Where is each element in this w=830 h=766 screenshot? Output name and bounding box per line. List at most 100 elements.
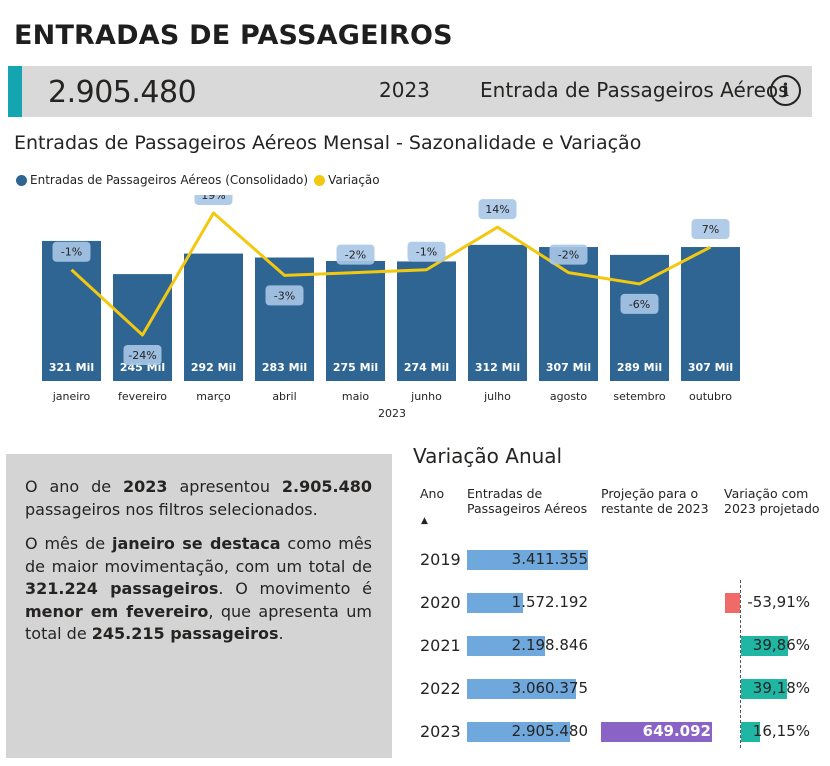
kpi-label: Entrada de Passageiros Aéreos <box>480 78 789 102</box>
svg-text:19%: 19% <box>201 195 225 202</box>
bar-agosto[interactable] <box>539 247 598 381</box>
variation-value-2022: 39,18% <box>752 679 810 697</box>
summary-text-box: O ano de 2023 apresentou 2.905.480 passa… <box>6 454 392 758</box>
header-year[interactable]: Ano <box>420 486 445 501</box>
header-variation[interactable]: Variação com 2023 projetado <box>724 486 820 516</box>
row-year-2020: 2020 <box>420 593 461 612</box>
entries-value-2019: 3.411.355 <box>511 550 588 568</box>
projection-bar-2023[interactable] <box>601 722 712 742</box>
legend-dot-entries <box>16 174 27 186</box>
variation-label-julho: 14% <box>478 199 517 220</box>
variation-label-fevereiro: -24% <box>123 345 162 365</box>
svg-text:-1%: -1% <box>416 246 437 259</box>
kpi-card: 2.905.480 2023 Entrada de Passageiros Aé… <box>8 66 812 117</box>
x-tick-fevereiro: fevereiro <box>118 390 167 403</box>
bar-julho[interactable] <box>468 244 527 381</box>
svg-text:14%: 14% <box>485 203 509 216</box>
summary-paragraph-1: O ano de 2023 apresentou 2.905.480 passa… <box>25 477 372 519</box>
bar-label-agosto: 307 Mil <box>546 361 591 374</box>
svg-text:-24%: -24% <box>128 349 156 362</box>
bar-label-julho: 312 Mil <box>475 361 520 374</box>
variation-label-abril: -3% <box>265 285 304 306</box>
variation-label-março: 19% <box>194 195 233 205</box>
bar-label-maio: 275 Mil <box>333 361 378 374</box>
entries-value-2023: 2.905.480 <box>511 722 588 740</box>
entries-bar-2023[interactable] <box>467 722 571 742</box>
entries-bar-2020[interactable] <box>467 593 523 613</box>
variation-line[interactable] <box>70 211 712 337</box>
legend-item-variation[interactable]: Variação <box>314 173 380 187</box>
header-projection[interactable]: Projeção para o restante de 2023 <box>601 486 709 516</box>
bar-janeiro[interactable] <box>42 240 101 381</box>
x-tick-agosto: agosto <box>550 390 587 403</box>
legend-item-entries[interactable]: Entradas de Passageiros Aéreos (Consolid… <box>16 173 308 187</box>
variation-bar-2021[interactable] <box>741 636 788 656</box>
bar-outubro[interactable] <box>681 247 740 381</box>
info-icon[interactable]: i <box>770 75 801 106</box>
entries-bar-2019[interactable] <box>467 550 588 570</box>
legend-label-variation: Variação <box>328 173 380 187</box>
kpi-total-value: 2.905.480 <box>48 75 197 110</box>
legend-label-entries: Entradas de Passageiros Aéreos (Consolid… <box>30 173 309 187</box>
variation-axis <box>740 580 741 748</box>
header-entries[interactable]: Entradas de Passageiros Aéreos <box>467 486 588 516</box>
variation-value-2020: -53,91% <box>747 593 810 611</box>
chart-title: Entradas de Passageiros Aéreos Mensal - … <box>14 132 642 154</box>
bar-label-abril: 283 Mil <box>262 361 307 374</box>
svg-text:-3%: -3% <box>274 289 295 302</box>
variation-bar-2020[interactable] <box>725 593 740 613</box>
summary-paragraph-2: O mês de janeiro se destaca como mês de … <box>25 534 373 643</box>
svg-text:-2%: -2% <box>558 249 579 262</box>
annual-title: Variação Anual <box>413 444 563 468</box>
bar-abril[interactable] <box>255 257 314 381</box>
sort-ascending-icon[interactable]: ▲ <box>421 516 428 526</box>
x-tick-abril: abril <box>272 390 296 403</box>
projection-value-2023: 649.092 <box>642 722 711 740</box>
x-tick-maio: maio <box>342 390 370 403</box>
x-tick-junho: junho <box>410 390 442 403</box>
variation-label-junho: -1% <box>407 241 446 262</box>
row-year-2019: 2019 <box>420 550 461 569</box>
kpi-accent-bar <box>8 66 22 117</box>
bar-junho[interactable] <box>397 261 456 381</box>
bar-maio[interactable] <box>326 261 385 381</box>
entries-value-2020: 1.572.192 <box>511 593 588 611</box>
svg-text:-6%: -6% <box>629 298 650 311</box>
row-year-2022: 2022 <box>420 679 461 698</box>
variation-value-2023: 16,15% <box>752 722 810 740</box>
svg-text:7%: 7% <box>702 223 719 236</box>
entries-bar-2022[interactable] <box>467 679 576 699</box>
x-tick-março: março <box>196 390 231 403</box>
svg-text:-1%: -1% <box>61 246 82 259</box>
bar-label-janeiro: 321 Mil <box>49 361 94 374</box>
variation-label-maio: -2% <box>336 244 375 265</box>
bar-label-março: 292 Mil <box>191 361 236 374</box>
bar-label-outubro: 307 Mil <box>688 361 733 374</box>
bar-label-setembro: 289 Mil <box>617 361 662 374</box>
svg-text:-2%: -2% <box>345 249 366 262</box>
x-tick-janeiro: janeiro <box>52 390 91 403</box>
chart-legend: Entradas de Passageiros Aéreos (Consolid… <box>16 173 386 187</box>
kpi-year: 2023 <box>379 78 430 102</box>
x-tick-outubro: outubro <box>689 390 732 403</box>
variation-label-janeiro: -1% <box>52 241 91 262</box>
row-year-2021: 2021 <box>420 636 461 655</box>
variation-label-setembro: -6% <box>620 293 659 314</box>
x-tick-julho: julho <box>483 390 511 403</box>
variation-label-agosto: -2% <box>549 244 588 265</box>
row-year-2023: 2023 <box>420 722 461 741</box>
bar-label-junho: 274 Mil <box>404 361 449 374</box>
x-axis-label: 2023 <box>378 407 406 420</box>
x-tick-setembro: setembro <box>613 390 666 403</box>
variation-label-outubro: 7% <box>691 219 730 240</box>
legend-dot-variation <box>314 174 326 186</box>
variation-bar-2023[interactable] <box>741 722 760 742</box>
entries-value-2021: 2.198.846 <box>511 636 588 654</box>
bar-setembro[interactable] <box>610 254 669 381</box>
entries-bar-2021[interactable] <box>467 636 545 656</box>
bar-março[interactable] <box>184 253 243 381</box>
page-title: ENTRADAS DE PASSAGEIROS <box>14 20 453 51</box>
variation-bar-2022[interactable] <box>741 679 787 699</box>
entries-value-2022: 3.060.375 <box>511 679 588 697</box>
